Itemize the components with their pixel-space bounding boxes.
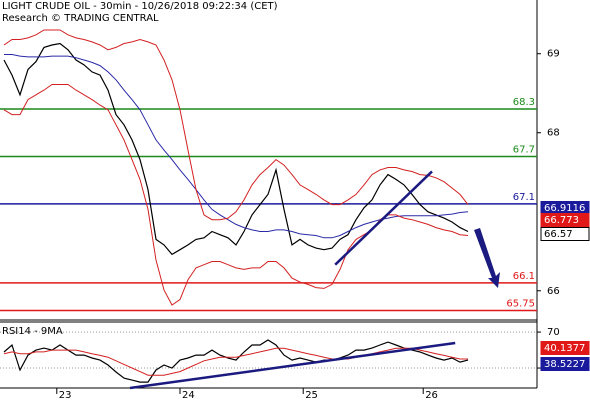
series-line: [3, 42, 469, 256]
series-line: [3, 84, 469, 306]
trend-line: [129, 341, 456, 390]
price-box-label: 66.9116: [544, 203, 585, 214]
series-line: [4, 54, 469, 239]
y-tick-label: 66: [547, 286, 560, 297]
price-box-label: 66.773: [544, 215, 579, 226]
y-tick-label: 70: [547, 327, 560, 338]
x-tick-label: 25: [305, 390, 318, 400]
y-tick-label: 68: [547, 128, 560, 139]
trend-line: [334, 170, 433, 266]
forecast-arrow: [474, 228, 500, 288]
series-line: [3, 339, 469, 383]
x-tick-label: 26: [425, 390, 438, 400]
series-line: [3, 29, 469, 221]
series-line: [3, 347, 468, 376]
y-tick-label: 69: [547, 49, 560, 60]
level-label: 66.1: [513, 271, 535, 282]
chart-title: LIGHT CRUDE OIL - 30min - 10/26/2018 09:…: [2, 1, 278, 12]
price-box: [540, 213, 590, 227]
level-label: 65.75: [506, 299, 535, 310]
x-tick-label: 24: [182, 390, 195, 400]
level-label: 67.1: [513, 192, 535, 203]
chart-subtitle: Research © TRADING CENTRAL: [2, 13, 159, 24]
level-label: 68.3: [513, 97, 535, 108]
x-tick-label: 23: [59, 390, 72, 400]
price-box-label: 40.1377: [544, 343, 585, 354]
price-box: [540, 227, 590, 241]
level-label: 67.7: [513, 144, 535, 155]
price-box-label: 66.57: [544, 229, 573, 240]
price-box-label: 38.5227: [544, 359, 585, 370]
panel-title: RSI14 - 9MA: [2, 326, 63, 337]
price-box: [540, 341, 590, 355]
price-box: [540, 357, 590, 371]
